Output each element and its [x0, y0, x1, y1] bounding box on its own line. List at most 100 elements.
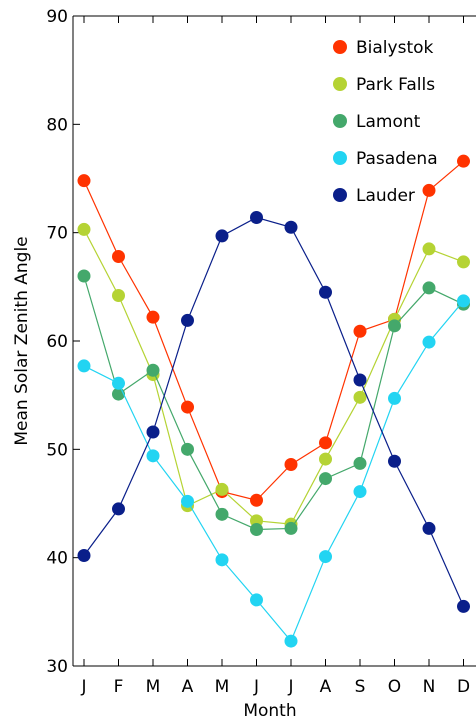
x-tick-label: S: [355, 677, 366, 697]
data-point: [215, 482, 229, 496]
data-point: [422, 281, 436, 295]
series-park-falls: [77, 222, 470, 531]
data-point: [215, 229, 229, 243]
data-point: [250, 493, 263, 507]
series-pasadena: [77, 294, 470, 648]
x-tick-label: J: [253, 677, 259, 697]
data-point: [353, 456, 367, 470]
x-tick-label: F: [114, 677, 124, 697]
x-tick-label: A: [320, 677, 332, 697]
data-point: [77, 549, 91, 562]
y-tick-label: 80: [46, 115, 68, 135]
series-line: [83, 275, 464, 531]
legend-label: Pasadena: [356, 149, 438, 169]
data-point: [146, 425, 160, 439]
data-point: [250, 523, 263, 536]
series-lauder: [77, 211, 470, 613]
data-point: [353, 324, 367, 338]
x-tick-label: J: [80, 677, 86, 697]
series-layer: [77, 154, 470, 648]
legend-label: Park Falls: [356, 75, 435, 95]
data-point: [319, 452, 332, 466]
x-tick-label: M: [146, 677, 161, 697]
series-lamont: [77, 269, 470, 536]
legend-label: Lamont: [356, 112, 421, 132]
legend-marker: [333, 77, 347, 91]
data-point: [457, 599, 470, 613]
data-point: [388, 454, 401, 468]
data-point: [422, 521, 436, 535]
y-tick-label: 40: [46, 549, 68, 569]
series-bialystok: [77, 154, 470, 507]
legend-marker: [333, 114, 347, 128]
x-tick-label: N: [423, 677, 436, 697]
data-point: [353, 390, 367, 404]
data-point: [112, 289, 125, 302]
data-point: [77, 174, 91, 188]
data-point: [250, 211, 263, 224]
y-tick-label: 30: [46, 657, 68, 677]
x-tick-label: M: [215, 677, 230, 697]
data-point: [284, 521, 298, 535]
data-point: [77, 269, 91, 283]
data-point: [181, 400, 194, 414]
data-point: [215, 553, 229, 567]
data-point: [77, 222, 91, 236]
data-point: [146, 363, 160, 377]
y-tick-label: 90: [46, 7, 68, 27]
data-point: [388, 319, 401, 333]
data-point: [422, 242, 436, 256]
data-point: [284, 458, 298, 471]
data-point: [77, 359, 91, 373]
data-point: [457, 154, 470, 168]
series-line: [83, 300, 464, 643]
data-point: [181, 494, 194, 508]
legend-item: Lamont: [333, 112, 421, 132]
data-point: [146, 449, 160, 463]
legend-item: Park Falls: [333, 75, 435, 95]
legend-item: Lauder: [333, 186, 415, 206]
data-point: [319, 550, 332, 564]
legend-marker: [333, 151, 347, 165]
y-tick-label: 60: [46, 332, 68, 352]
data-point: [112, 250, 125, 263]
data-point: [319, 285, 332, 299]
legend-label: Bialystok: [356, 38, 434, 58]
data-point: [422, 335, 436, 349]
data-point: [353, 485, 367, 499]
data-point: [457, 255, 470, 269]
legend-item: Bialystok: [333, 38, 434, 58]
legend: Bialystok Park Falls Lamont Pasadena Lauder: [333, 38, 438, 206]
data-point: [215, 507, 229, 521]
data-point: [112, 502, 125, 516]
data-point: [284, 220, 298, 234]
y-axis-label: Mean Solar Zenith Angle: [12, 236, 32, 445]
x-tick-label: A: [182, 677, 194, 697]
data-point: [181, 442, 194, 456]
legend-item: Pasadena: [333, 149, 438, 169]
x-tick-label: O: [388, 677, 401, 697]
data-point: [388, 391, 401, 405]
series-line: [83, 216, 465, 607]
y-ticks: 30 40 50 60 70 80 90: [46, 7, 80, 677]
legend-marker: [333, 188, 347, 202]
data-point: [146, 310, 160, 324]
legend-label: Lauder: [356, 186, 415, 206]
data-point: [319, 436, 332, 450]
series-line: [83, 229, 464, 525]
data-point: [422, 183, 436, 197]
series-line: [83, 160, 464, 501]
y-tick-label: 70: [46, 224, 68, 244]
data-point: [112, 376, 125, 390]
data-point: [284, 634, 298, 648]
data-point: [181, 313, 194, 327]
legend-marker: [333, 40, 347, 54]
data-point: [353, 373, 367, 387]
data-point: [457, 294, 470, 308]
x-tick-label: D: [457, 677, 470, 697]
data-point: [250, 593, 263, 607]
y-tick-label: 50: [46, 440, 68, 460]
x-axis-label: Month: [243, 701, 296, 721]
